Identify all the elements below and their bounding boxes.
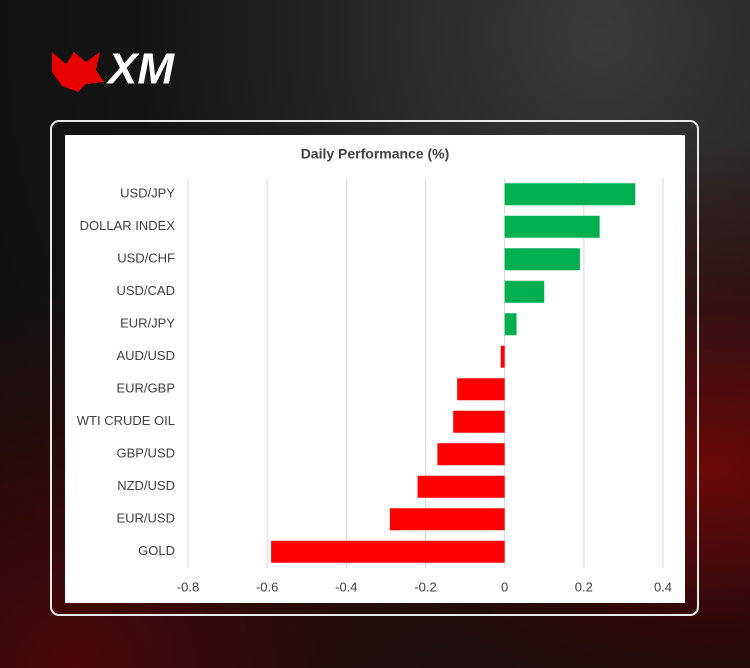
card-border (50, 120, 699, 616)
x-tick-label: -0.6 (256, 579, 278, 594)
y-tick-label: DOLLAR INDEX (80, 218, 176, 233)
x-tick-label: 0.2 (575, 579, 593, 594)
bar (457, 378, 505, 401)
bar (504, 183, 636, 206)
y-tick-label: USD/JPY (120, 186, 175, 201)
x-tick-label: -0.2 (414, 579, 436, 594)
y-tick-label: USD/CAD (116, 283, 175, 298)
y-tick-label: EUR/GBP (116, 381, 175, 396)
bar (271, 540, 505, 563)
y-tick-label: AUD/USD (116, 348, 175, 363)
y-tick-label: USD/CHF (117, 251, 175, 266)
y-tick-label: GOLD (138, 543, 175, 558)
x-tick-label: -0.4 (335, 579, 357, 594)
bar (504, 248, 580, 271)
bar (504, 215, 600, 238)
y-tick-label: EUR/JPY (120, 316, 175, 331)
y-tick-label: NZD/USD (117, 478, 175, 493)
bar (504, 280, 545, 303)
bar (417, 475, 505, 498)
x-tick-label: 0 (501, 579, 508, 594)
y-tick-label: EUR/USD (116, 511, 175, 526)
bar (437, 443, 505, 466)
x-tick-label: 0.4 (654, 579, 672, 594)
y-tick-label: WTI CRUDE OIL (77, 413, 175, 428)
chart-title: Daily Performance (%) (301, 146, 450, 162)
y-tick-label: GBP/USD (116, 446, 175, 461)
bar (504, 313, 517, 336)
plot-background (65, 135, 685, 603)
bar (453, 410, 505, 433)
logo-text: XM (105, 45, 175, 94)
x-tick-label: -0.8 (177, 579, 199, 594)
logo-icon (52, 52, 104, 92)
bar (389, 508, 505, 531)
bar (500, 345, 505, 368)
